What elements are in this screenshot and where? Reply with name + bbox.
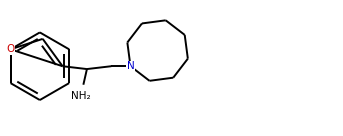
Text: N: N bbox=[127, 61, 134, 71]
Text: N: N bbox=[127, 61, 134, 71]
Text: NH₂: NH₂ bbox=[71, 91, 90, 101]
Text: O: O bbox=[6, 44, 14, 54]
